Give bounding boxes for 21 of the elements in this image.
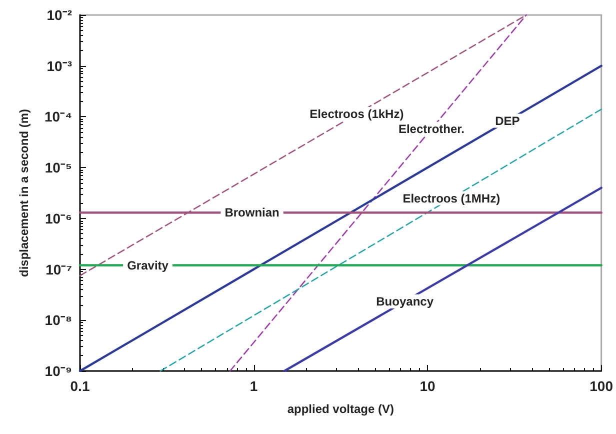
y-tick-label: 10⁻⁷: [46, 261, 72, 278]
y-tick-label: 10⁻⁴: [44, 108, 72, 125]
series-label: Buoyancy: [376, 294, 434, 308]
y-axis-title: displacement in a second (m): [17, 108, 31, 278]
series-label: Gravity: [127, 258, 169, 272]
y-tick-label: 10⁻³: [46, 58, 72, 74]
series-label: Electroos (1kHz): [310, 107, 404, 122]
series-label: Electrother.: [398, 122, 464, 136]
x-axis-title: applied voltage (V): [287, 402, 394, 416]
x-tick-label: 0.1: [70, 378, 90, 394]
series-label: Electroos (1MHz): [402, 191, 500, 206]
y-tick-label: 10⁻⁹: [44, 363, 72, 379]
series-label: DEP: [495, 114, 520, 128]
y-tick-label: 10⁻⁵: [44, 160, 72, 176]
x-tick-label: 10: [420, 378, 436, 394]
y-tick-label: 10⁻⁶: [44, 210, 72, 226]
series-label: Brownian: [224, 206, 280, 220]
x-tick-label: 1: [250, 378, 258, 394]
y-tick-label: 10⁻⁸: [44, 312, 72, 328]
y-tick-label: 10⁻²: [46, 7, 72, 23]
x-tick-label: 100: [590, 378, 614, 394]
